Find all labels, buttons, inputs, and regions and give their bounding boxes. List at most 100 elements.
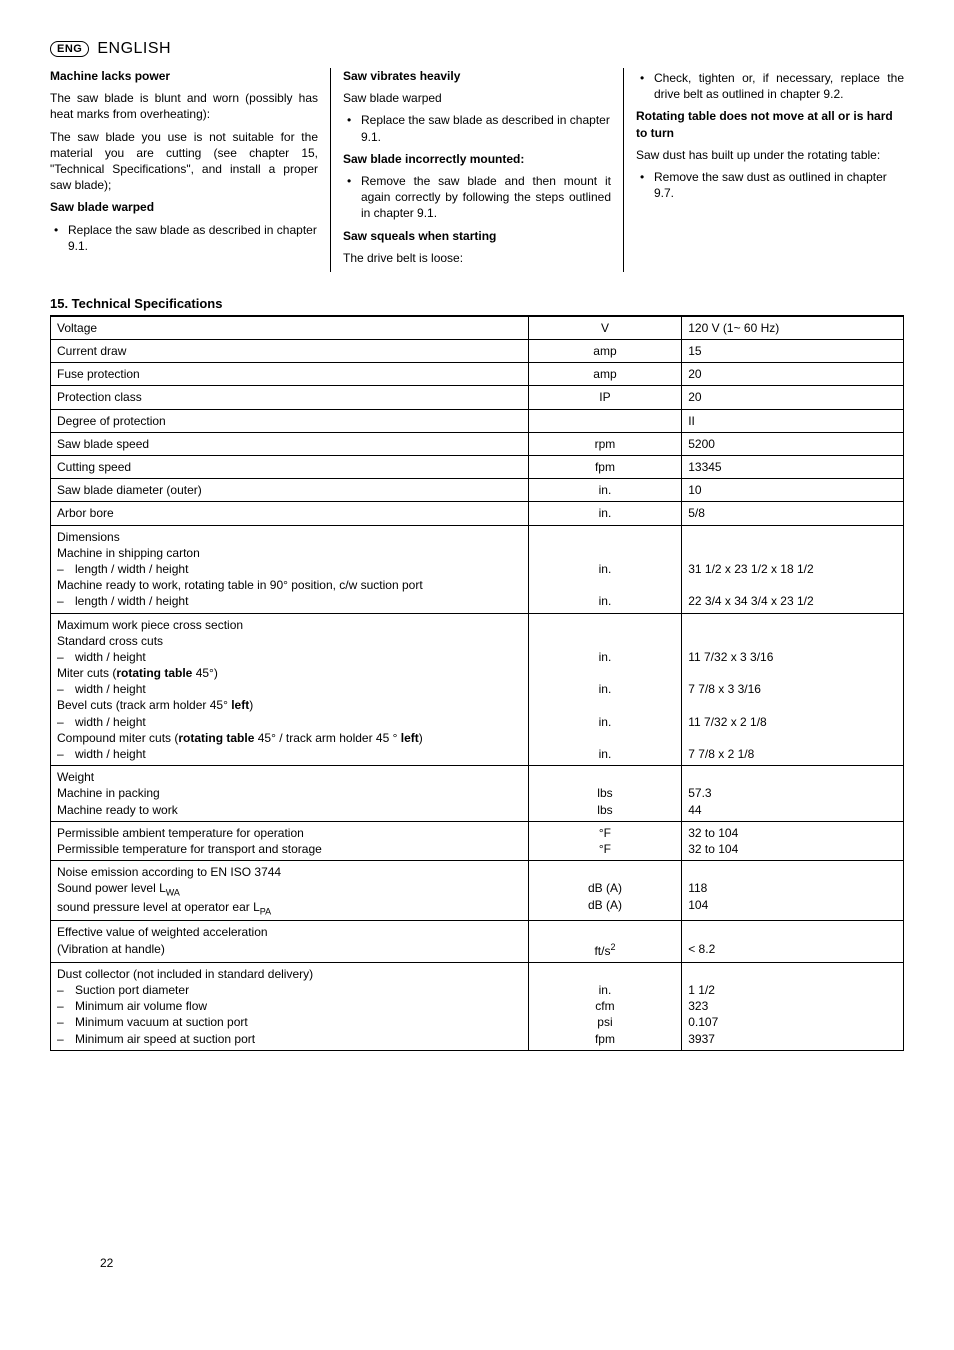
row-sub: Machine in shipping carton <box>57 545 522 561</box>
spec-unit <box>528 409 682 432</box>
column-2: Saw vibrates heavily Saw blade warped Re… <box>330 68 623 272</box>
row-sub: Compound miter cuts (rotating table 45° … <box>57 730 522 746</box>
issue-title: Saw squeals when starting <box>343 228 611 244</box>
unit: psi <box>535 1014 676 1030</box>
row-sub-item: Minimum air volume flow <box>75 998 207 1014</box>
value: 31 1/2 x 23 1/2 x 18 1/2 <box>688 561 897 577</box>
table-row: Degree of protectionII <box>51 409 904 432</box>
spec-label: Fuse protection <box>51 363 529 386</box>
spec-label: Saw blade speed <box>51 432 529 455</box>
value: 44 <box>688 802 897 818</box>
table-row: VoltageV120 V (1~ 60 Hz) <box>51 316 904 339</box>
unit: cfm <box>535 998 676 1014</box>
row-sub: (Vibration at handle) <box>57 941 522 957</box>
language-label: ENGLISH <box>97 40 171 58</box>
row-sub: Miter cuts (rotating table 45°) <box>57 665 522 681</box>
spec-unit: amp <box>528 363 682 386</box>
para: The saw blade is blunt and worn (possibl… <box>50 90 318 122</box>
table-row: Cutting speedfpm13345 <box>51 456 904 479</box>
table-row: Saw blade speedrpm5200 <box>51 432 904 455</box>
unit: in. <box>535 982 676 998</box>
spec-label: Voltage <box>51 316 529 339</box>
bullet-item: Remove the saw blade and then mount it a… <box>343 173 611 222</box>
section-heading: 15. Technical Specifications <box>50 292 904 316</box>
spec-unit: amp <box>528 340 682 363</box>
row-title: Dimensions <box>57 529 522 545</box>
unit: °F <box>535 841 676 857</box>
row-sub: Permissible ambient temperature for oper… <box>57 825 522 841</box>
spec-unit: fpm <box>528 456 682 479</box>
unit: in. <box>535 649 676 665</box>
unit: dB (A) <box>535 897 676 913</box>
para: The saw blade you use is not suitable fo… <box>50 129 318 194</box>
row-sub-item: width / height <box>75 681 146 697</box>
value: 323 <box>688 998 897 1014</box>
spec-unit: V <box>528 316 682 339</box>
bullet-item: Replace the saw blade as described in ch… <box>343 112 611 144</box>
unit: in. <box>535 561 676 577</box>
row-title: Noise emission according to EN ISO 3744 <box>57 864 522 880</box>
row-title: Maximum work piece cross section <box>57 617 522 633</box>
issue-title: Machine lacks power <box>50 68 318 84</box>
row-sub-item: length / width / height <box>75 561 188 577</box>
value: 118 <box>688 880 897 896</box>
value: 11 7/32 x 2 1/8 <box>688 714 897 730</box>
row-sub-item: Minimum air speed at suction port <box>75 1031 255 1047</box>
table-row: Dimensions Machine in shipping carton –l… <box>51 525 904 613</box>
table-row: Maximum work piece cross section Standar… <box>51 613 904 766</box>
table-row: Weight Machine in packing Machine ready … <box>51 766 904 822</box>
spec-value: 20 <box>682 363 904 386</box>
row-sub: Machine ready to work, rotating table in… <box>57 577 522 593</box>
value: < 8.2 <box>688 941 897 957</box>
troubleshooting-columns: Machine lacks power The saw blade is blu… <box>50 68 904 272</box>
value: 0.107 <box>688 1014 897 1030</box>
table-row: Effective value of weighted acceleration… <box>51 921 904 962</box>
spec-value: 20 <box>682 386 904 409</box>
table-row: Fuse protectionamp20 <box>51 363 904 386</box>
issue-title: Saw vibrates heavily <box>343 68 611 84</box>
table-row: Arbor borein.5/8 <box>51 502 904 525</box>
value: 32 to 104 <box>688 841 897 857</box>
spec-unit: rpm <box>528 432 682 455</box>
unit: in. <box>535 714 676 730</box>
spec-unit: in. <box>528 502 682 525</box>
row-sub: Effective value of weighted acceleration <box>57 924 522 940</box>
spec-value: 15 <box>682 340 904 363</box>
table-row: Dust collector (not included in standard… <box>51 962 904 1050</box>
spec-unit: in. <box>528 479 682 502</box>
bullet-item: Replace the saw blade as described in ch… <box>50 222 318 254</box>
eng-badge: ENG <box>50 41 89 57</box>
row-sub: Sound power level LWA <box>57 880 522 899</box>
value: 7 7/8 x 2 1/8 <box>688 746 897 762</box>
spec-label: Protection class <box>51 386 529 409</box>
value: 1 1/2 <box>688 982 897 998</box>
unit: lbs <box>535 785 676 801</box>
language-header: ENG ENGLISH <box>50 40 904 58</box>
row-sub: Permissible temperature for transport an… <box>57 841 522 857</box>
row-sub-item: width / height <box>75 746 146 762</box>
spec-value: 13345 <box>682 456 904 479</box>
spec-label: Current draw <box>51 340 529 363</box>
row-sub: Machine ready to work <box>57 802 522 818</box>
issue-title: Saw blade warped <box>50 199 318 215</box>
row-title: Dust collector (not included in standard… <box>57 966 522 982</box>
table-row: Protection classIP20 <box>51 386 904 409</box>
bullet-item: Remove the saw dust as outlined in chapt… <box>636 169 904 201</box>
bullet-item: Check, tighten or, if necessary, replace… <box>636 70 904 102</box>
column-1: Machine lacks power The saw blade is blu… <box>50 68 330 272</box>
para: The drive belt is loose: <box>343 250 611 266</box>
spec-label: Cutting speed <box>51 456 529 479</box>
value: 22 3/4 x 34 3/4 x 23 1/2 <box>688 593 897 609</box>
unit: in. <box>535 681 676 697</box>
value: 3937 <box>688 1031 897 1047</box>
value: 32 to 104 <box>688 825 897 841</box>
unit: fpm <box>535 1031 676 1047</box>
spec-value: 5200 <box>682 432 904 455</box>
page-number: 22 <box>100 1256 113 1270</box>
value: 11 7/32 x 3 3/16 <box>688 649 897 665</box>
spec-label: Saw blade diameter (outer) <box>51 479 529 502</box>
row-title: Weight <box>57 769 522 785</box>
column-3: Check, tighten or, if necessary, replace… <box>623 68 904 272</box>
unit: in. <box>535 593 676 609</box>
row-sub: Bevel cuts (track arm holder 45° left) <box>57 697 522 713</box>
